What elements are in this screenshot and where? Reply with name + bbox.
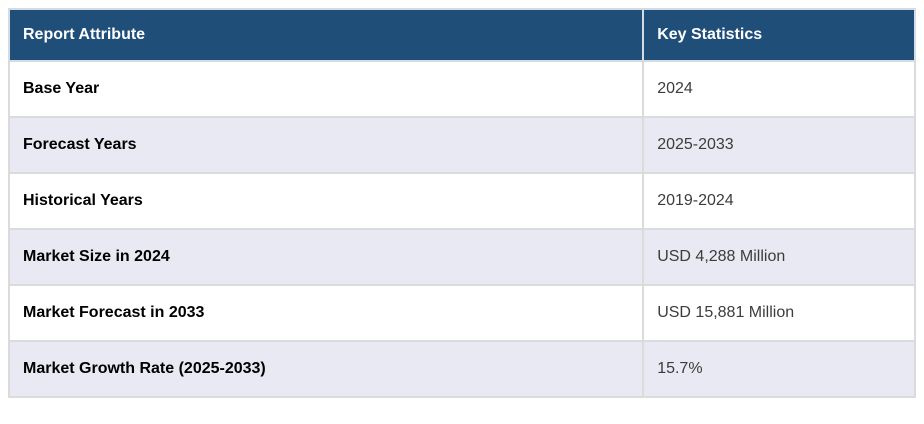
table-row-base-year: Base Year 2024	[7, 60, 916, 118]
attribute-cell: Market Growth Rate (2025-2033)	[7, 340, 645, 398]
header-key-statistics: Key Statistics	[642, 8, 916, 62]
attribute-cell: Base Year	[7, 60, 645, 118]
value-cell: 2025-2033	[642, 116, 916, 174]
value-cell: USD 4,288 Million	[642, 228, 916, 286]
table-row-growth-rate: Market Growth Rate (2025-2033) 15.7%	[7, 340, 916, 398]
value-cell: 15.7%	[642, 340, 916, 398]
header-report-attribute: Report Attribute	[7, 8, 645, 62]
table-row-market-forecast: Market Forecast in 2033 USD 15,881 Milli…	[7, 284, 916, 342]
table-header-row: Report Attribute Key Statistics	[7, 8, 916, 62]
table-row-historical-years: Historical Years 2019-2024	[7, 172, 916, 230]
value-cell: USD 15,881 Million	[642, 284, 916, 342]
table-row-forecast-years: Forecast Years 2025-2033	[7, 116, 916, 174]
attribute-cell: Market Forecast in 2033	[7, 284, 645, 342]
table-row-market-size: Market Size in 2024 USD 4,288 Million	[7, 228, 916, 286]
report-statistics-section: Report Attribute Key Statistics Base Yea…	[7, 8, 916, 398]
attribute-cell: Historical Years	[7, 172, 645, 230]
value-cell: 2019-2024	[642, 172, 916, 230]
value-cell: 2024	[642, 60, 916, 118]
report-statistics-table: Report Attribute Key Statistics Base Yea…	[7, 8, 916, 398]
attribute-cell: Forecast Years	[7, 116, 645, 174]
attribute-cell: Market Size in 2024	[7, 228, 645, 286]
